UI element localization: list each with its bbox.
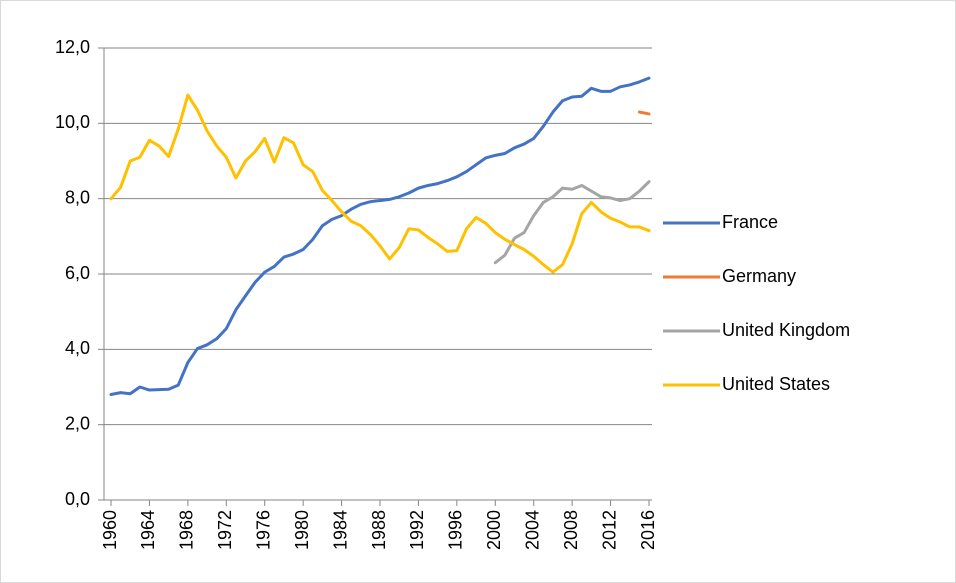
series-line — [109, 93, 651, 274]
series-line — [637, 110, 651, 116]
y-tick-label: 8,0 — [65, 187, 90, 207]
y-tick-label: 0,0 — [65, 489, 90, 509]
x-tick-label: 2000 — [484, 510, 504, 550]
x-tick-label: 1984 — [330, 510, 350, 550]
legend-label: United Kingdom — [722, 320, 850, 340]
series-line — [109, 76, 651, 397]
x-tick-label: 1968 — [177, 510, 197, 550]
legend-label: France — [722, 212, 778, 232]
x-tick-label: 2008 — [561, 510, 581, 550]
x-tick-label: 1964 — [138, 510, 158, 550]
x-tick-label: 2004 — [522, 510, 542, 550]
x-tick-label: 1996 — [446, 510, 466, 550]
series-line — [493, 180, 651, 265]
x-tick-label: 1972 — [215, 510, 235, 550]
x-tick-label: 1988 — [369, 510, 389, 550]
y-tick-label: 4,0 — [65, 338, 90, 358]
y-tick-label: 12,0 — [55, 37, 90, 57]
legend-label: Germany — [722, 266, 796, 286]
y-tick-label: 2,0 — [65, 413, 90, 433]
x-tick-label: 1976 — [253, 510, 273, 550]
x-tick-label: 1960 — [100, 510, 120, 550]
x-tick-label: 2012 — [599, 510, 619, 550]
x-tick-label: 1980 — [292, 510, 312, 550]
x-tick-label: 1992 — [407, 510, 427, 550]
x-tick-label: 2016 — [638, 510, 658, 550]
y-tick-label: 6,0 — [65, 263, 90, 283]
legend-label: United States — [722, 374, 830, 394]
y-tick-label: 10,0 — [55, 112, 90, 132]
